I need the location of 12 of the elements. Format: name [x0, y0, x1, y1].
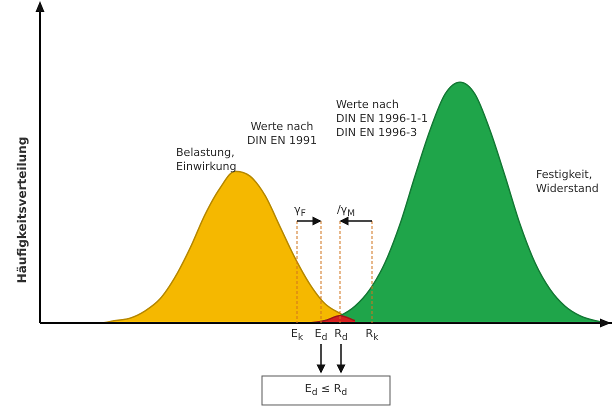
text: R$_{k}$ [366, 327, 378, 346]
y-axis-title: Häufigkeitsverteilung [15, 136, 29, 284]
text: E$_{d}$ [314, 327, 328, 346]
annotation: Festigkeit, Widerstand [536, 168, 599, 196]
text: E$_{k}$ [290, 327, 304, 346]
text: E$_{d}$ ≤ R$_{d}$ [304, 382, 348, 400]
annotation: Werte nach DIN EN 1991 [246, 120, 318, 148]
annotation: γ$_{F}$ [294, 203, 306, 222]
annotation: Werte nach DIN EN 1996-1-1 DIN EN 1996-3 [336, 98, 428, 140]
text: R$_{d}$ [334, 327, 348, 346]
annotation: /γ$_{M}$ [336, 203, 356, 222]
annotation: Belastung, Einwirkung [176, 146, 237, 174]
